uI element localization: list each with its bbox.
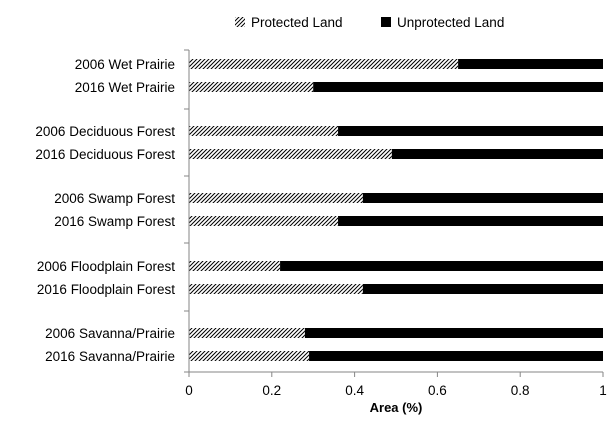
legend-label-protected: Protected Land	[251, 15, 343, 30]
legend-swatch-protected	[235, 17, 245, 27]
category-label-2006-floodplain-forest: 2006 Floodplain Forest	[37, 259, 175, 274]
bar-protected-land-2006-swamp-forest	[189, 193, 363, 203]
category-labels: 2006 Wet Prairie 2016 Wet Prairie 2006 Dec…	[35, 57, 175, 364]
bar-protected-land-2006-savanna-prairie	[189, 328, 305, 338]
axes	[184, 49, 604, 377]
legend-swatch-unprotected	[381, 17, 391, 27]
bars	[189, 59, 603, 361]
x-tick-label-0-6: 0.6	[428, 383, 447, 398]
category-label-2006-swamp-forest: 2006 Swamp Forest	[54, 191, 175, 206]
bar-protected-land-2006-wet-prairie	[189, 59, 459, 69]
bar-unprotected-land-2006-savanna-prairie	[304, 328, 603, 338]
bar-unprotected-land-2016-wet-prairie	[313, 82, 603, 92]
legend-item-protected: Protected Land	[235, 15, 343, 30]
x-tick-label-0-4: 0.4	[345, 383, 364, 398]
bar-unprotected-land-2006-floodplain-forest	[280, 261, 603, 271]
category-label-2016-deciduous-forest: 2016 Deciduous Forest	[35, 147, 175, 162]
category-label-2006-wet-prairie: 2006 Wet Prairie	[75, 57, 175, 72]
category-label-2006-savanna-prairie: 2006 Savanna/Prairie	[45, 326, 175, 341]
bar-protected-land-2016-floodplain-forest	[189, 284, 363, 294]
bar-protected-land-2006-floodplain-forest	[189, 261, 281, 271]
bar-protected-land-2016-wet-prairie	[189, 82, 314, 92]
bar-unprotected-land-2016-savanna-prairie	[309, 351, 603, 361]
bar-protected-land-2016-swamp-forest	[189, 216, 339, 226]
bar-unprotected-land-2006-swamp-forest	[362, 193, 603, 203]
bar-unprotected-land-2016-swamp-forest	[338, 216, 603, 226]
x-tick-label-0-8: 0.8	[511, 383, 530, 398]
category-label-2016-savanna-prairie: 2016 Savanna/Prairie	[45, 349, 175, 364]
x-tick-labels: 0 0.2 0.4 0.6 0.8 1	[185, 383, 607, 398]
bar-protected-land-2016-deciduous-forest	[189, 149, 392, 159]
x-tick-label-1: 1	[599, 383, 607, 398]
legend-label-unprotected: Unprotected Land	[397, 15, 504, 30]
bar-protected-land-2006-deciduous-forest	[189, 126, 339, 136]
category-label-2016-swamp-forest: 2016 Swamp Forest	[54, 214, 175, 229]
bar-unprotected-land-2006-deciduous-forest	[338, 126, 603, 136]
bar-unprotected-land-2016-deciduous-forest	[391, 149, 603, 159]
x-tick-label-0: 0	[185, 383, 193, 398]
category-label-2016-wet-prairie: 2016 Wet Prairie	[75, 80, 175, 95]
category-label-2016-floodplain-forest: 2016 Floodplain Forest	[37, 282, 175, 297]
bar-unprotected-land-2006-wet-prairie	[458, 59, 603, 69]
category-label-2006-deciduous-forest: 2006 Deciduous Forest	[35, 124, 175, 139]
legend: Protected Land Unprotected Land	[235, 15, 504, 30]
x-tick-label-0-2: 0.2	[262, 383, 281, 398]
legend-item-unprotected: Unprotected Land	[381, 15, 504, 30]
bar-unprotected-land-2016-floodplain-forest	[362, 284, 603, 294]
bar-protected-land-2016-savanna-prairie	[189, 351, 310, 361]
x-axis-title: Area (%)	[370, 400, 423, 415]
